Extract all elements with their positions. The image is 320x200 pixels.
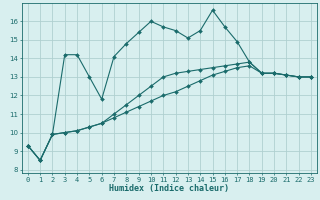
X-axis label: Humidex (Indice chaleur): Humidex (Indice chaleur): [109, 184, 229, 193]
